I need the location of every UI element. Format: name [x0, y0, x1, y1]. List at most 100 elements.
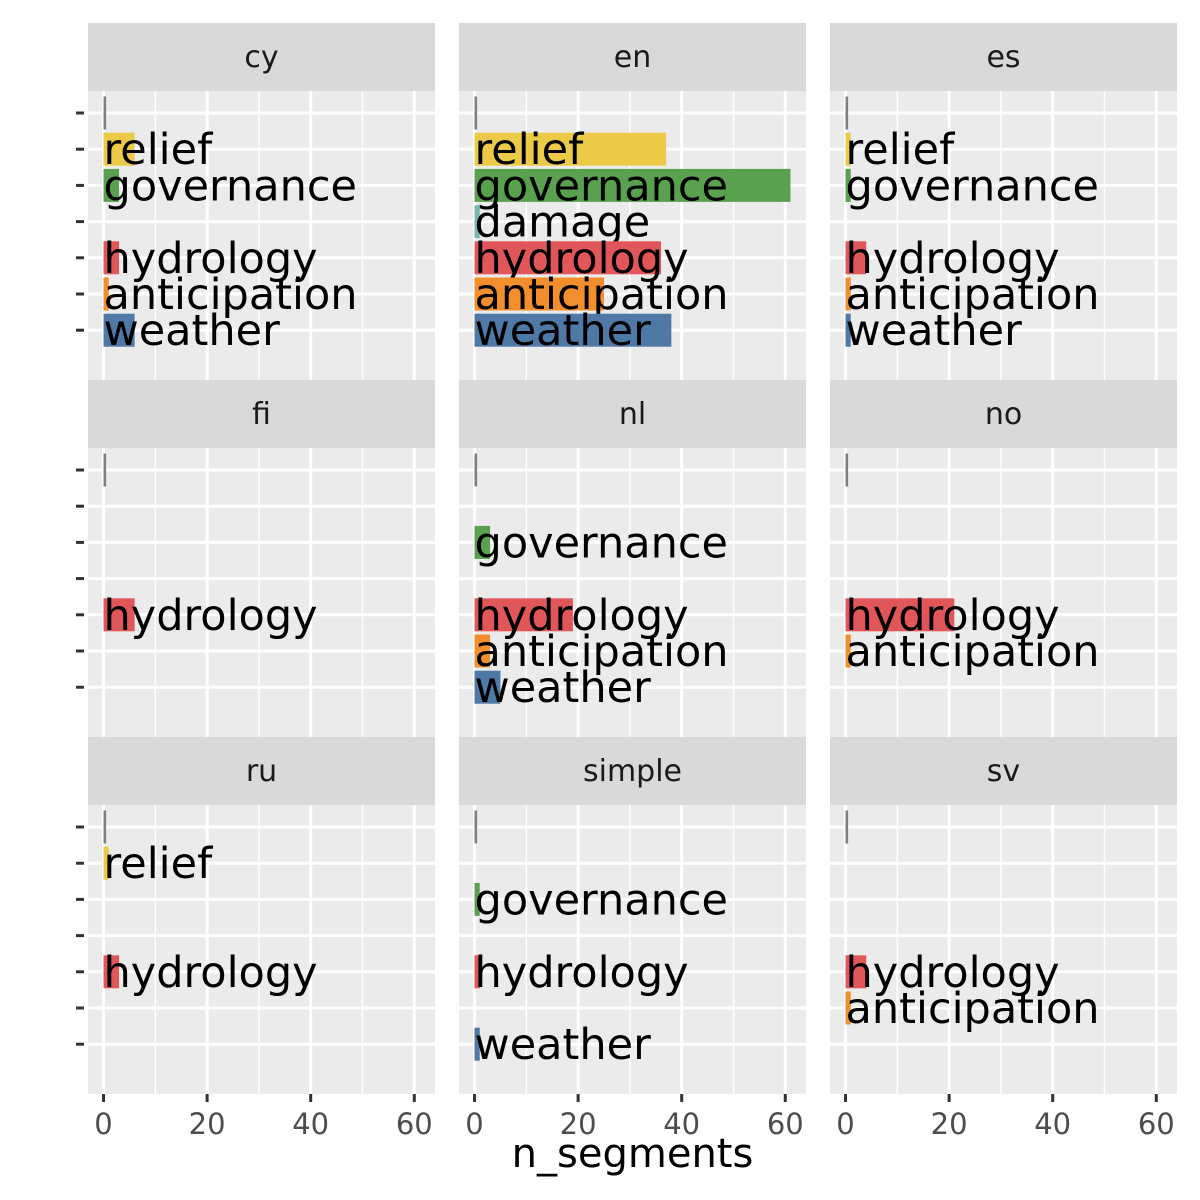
panel-background: [830, 91, 1177, 380]
bar-anticipation: [845, 991, 851, 1025]
x-tick-label: 20: [189, 1107, 226, 1141]
bar-hydrology: [103, 598, 135, 632]
bar-anticipation: [845, 277, 851, 311]
x-tick-label: 60: [767, 1107, 804, 1141]
panel-background: [830, 805, 1177, 1094]
bar-damage: [474, 205, 480, 239]
bar-governance: [474, 525, 491, 559]
facet-strip-label: sv: [987, 754, 1020, 789]
x-tick-label: 40: [663, 1107, 700, 1141]
facet-strip: [830, 380, 1177, 448]
bar-label: governance: [846, 161, 1099, 211]
bar-hydrology: [103, 241, 120, 275]
facet-strip: [459, 380, 806, 448]
bar-hydrology: [845, 598, 955, 632]
bar-label: anticipation: [846, 627, 1100, 677]
bar-anticipation: [474, 277, 605, 311]
bar-weather: [845, 313, 851, 347]
bar-weather: [474, 1027, 480, 1061]
facet-strip-label: no: [985, 397, 1022, 432]
bar-relief: [103, 846, 109, 880]
bar-blank: [845, 96, 849, 130]
x-tick-label: 60: [1138, 1107, 1175, 1141]
x-tick-label: 20: [560, 1107, 597, 1141]
facet-strip: [459, 23, 806, 91]
bar-label: relief: [846, 125, 956, 175]
panel-background: [88, 91, 435, 380]
panel-background: [88, 448, 435, 737]
facet-strip-label: cy: [244, 40, 278, 75]
facet-strip: [830, 737, 1177, 805]
facet-strip: [88, 737, 435, 805]
bar-blank: [474, 810, 478, 844]
bar-blank: [845, 810, 849, 844]
bar-anticipation: [845, 634, 851, 668]
facet-strip-label: fi: [252, 397, 271, 432]
bar-label: anticipation: [475, 627, 729, 677]
bar-hydrology: [474, 598, 573, 632]
bar-relief: [103, 132, 135, 166]
bar-anticipation: [103, 277, 109, 311]
bar-hydrology: [845, 241, 867, 275]
bar-label: hydrology: [475, 234, 689, 284]
facet-panel-fi: fi hydrology: [76, 380, 435, 737]
facet-strip-label: es: [986, 40, 1020, 75]
bar-label: hydrology: [104, 234, 318, 284]
bar-governance: [845, 168, 851, 202]
bar-blank: [474, 453, 478, 487]
panel-background: [459, 448, 806, 737]
x-tick-label: 60: [396, 1107, 433, 1141]
bar-governance: [103, 168, 120, 202]
bar-hydrology: [845, 955, 867, 989]
facet-strip-label: simple: [583, 754, 682, 789]
bar-label: weather: [475, 1020, 652, 1070]
panel-background: [459, 805, 806, 1094]
bar-hydrology: [474, 955, 480, 989]
bar-weather: [474, 313, 672, 347]
bar-anticipation: [474, 634, 491, 668]
bar-label: damage: [475, 198, 651, 248]
x-tick-label: 40: [1034, 1107, 1071, 1141]
x-tick-label: 0: [836, 1107, 854, 1141]
bar-label: hydrology: [846, 591, 1060, 641]
bar-label: hydrology: [846, 948, 1060, 998]
bar-label: weather: [475, 663, 652, 713]
bar-label: hydrology: [846, 234, 1060, 284]
bar-relief: [845, 132, 851, 166]
bar-governance: [474, 168, 791, 202]
bar-relief: [474, 132, 667, 166]
facet-strip-label: nl: [619, 397, 646, 432]
x-tick-label: 40: [292, 1107, 329, 1141]
facet-panel-ru: ru relief hydrology 0 20 40 60: [76, 737, 435, 1141]
bar-weather: [474, 670, 501, 704]
bar-blank: [103, 810, 107, 844]
bar-blank: [103, 453, 107, 487]
facet-strip: [459, 737, 806, 805]
x-tick-label: 0: [465, 1107, 483, 1141]
bar-label: hydrology: [104, 591, 318, 641]
bar-label: governance: [475, 161, 728, 211]
bar-weather: [103, 313, 135, 347]
bar-hydrology: [474, 241, 661, 275]
bar-label: relief: [475, 125, 585, 175]
bar-label: hydrology: [475, 591, 689, 641]
bar-label: governance: [475, 518, 728, 568]
facet-strip: [830, 23, 1177, 91]
facet-strip: [88, 380, 435, 448]
bar-label: weather: [104, 306, 281, 356]
bar-blank: [845, 453, 849, 487]
bar-label: hydrology: [104, 948, 318, 998]
x-tick-label: 0: [94, 1107, 112, 1141]
bar-label: governance: [475, 875, 728, 925]
facet-strip-label: ru: [246, 754, 277, 789]
bar-label: anticipation: [846, 984, 1100, 1034]
bar-hydrology: [103, 955, 120, 989]
bar-label: weather: [475, 306, 652, 356]
panel-background: [830, 448, 1177, 737]
facet-strip: [88, 23, 435, 91]
